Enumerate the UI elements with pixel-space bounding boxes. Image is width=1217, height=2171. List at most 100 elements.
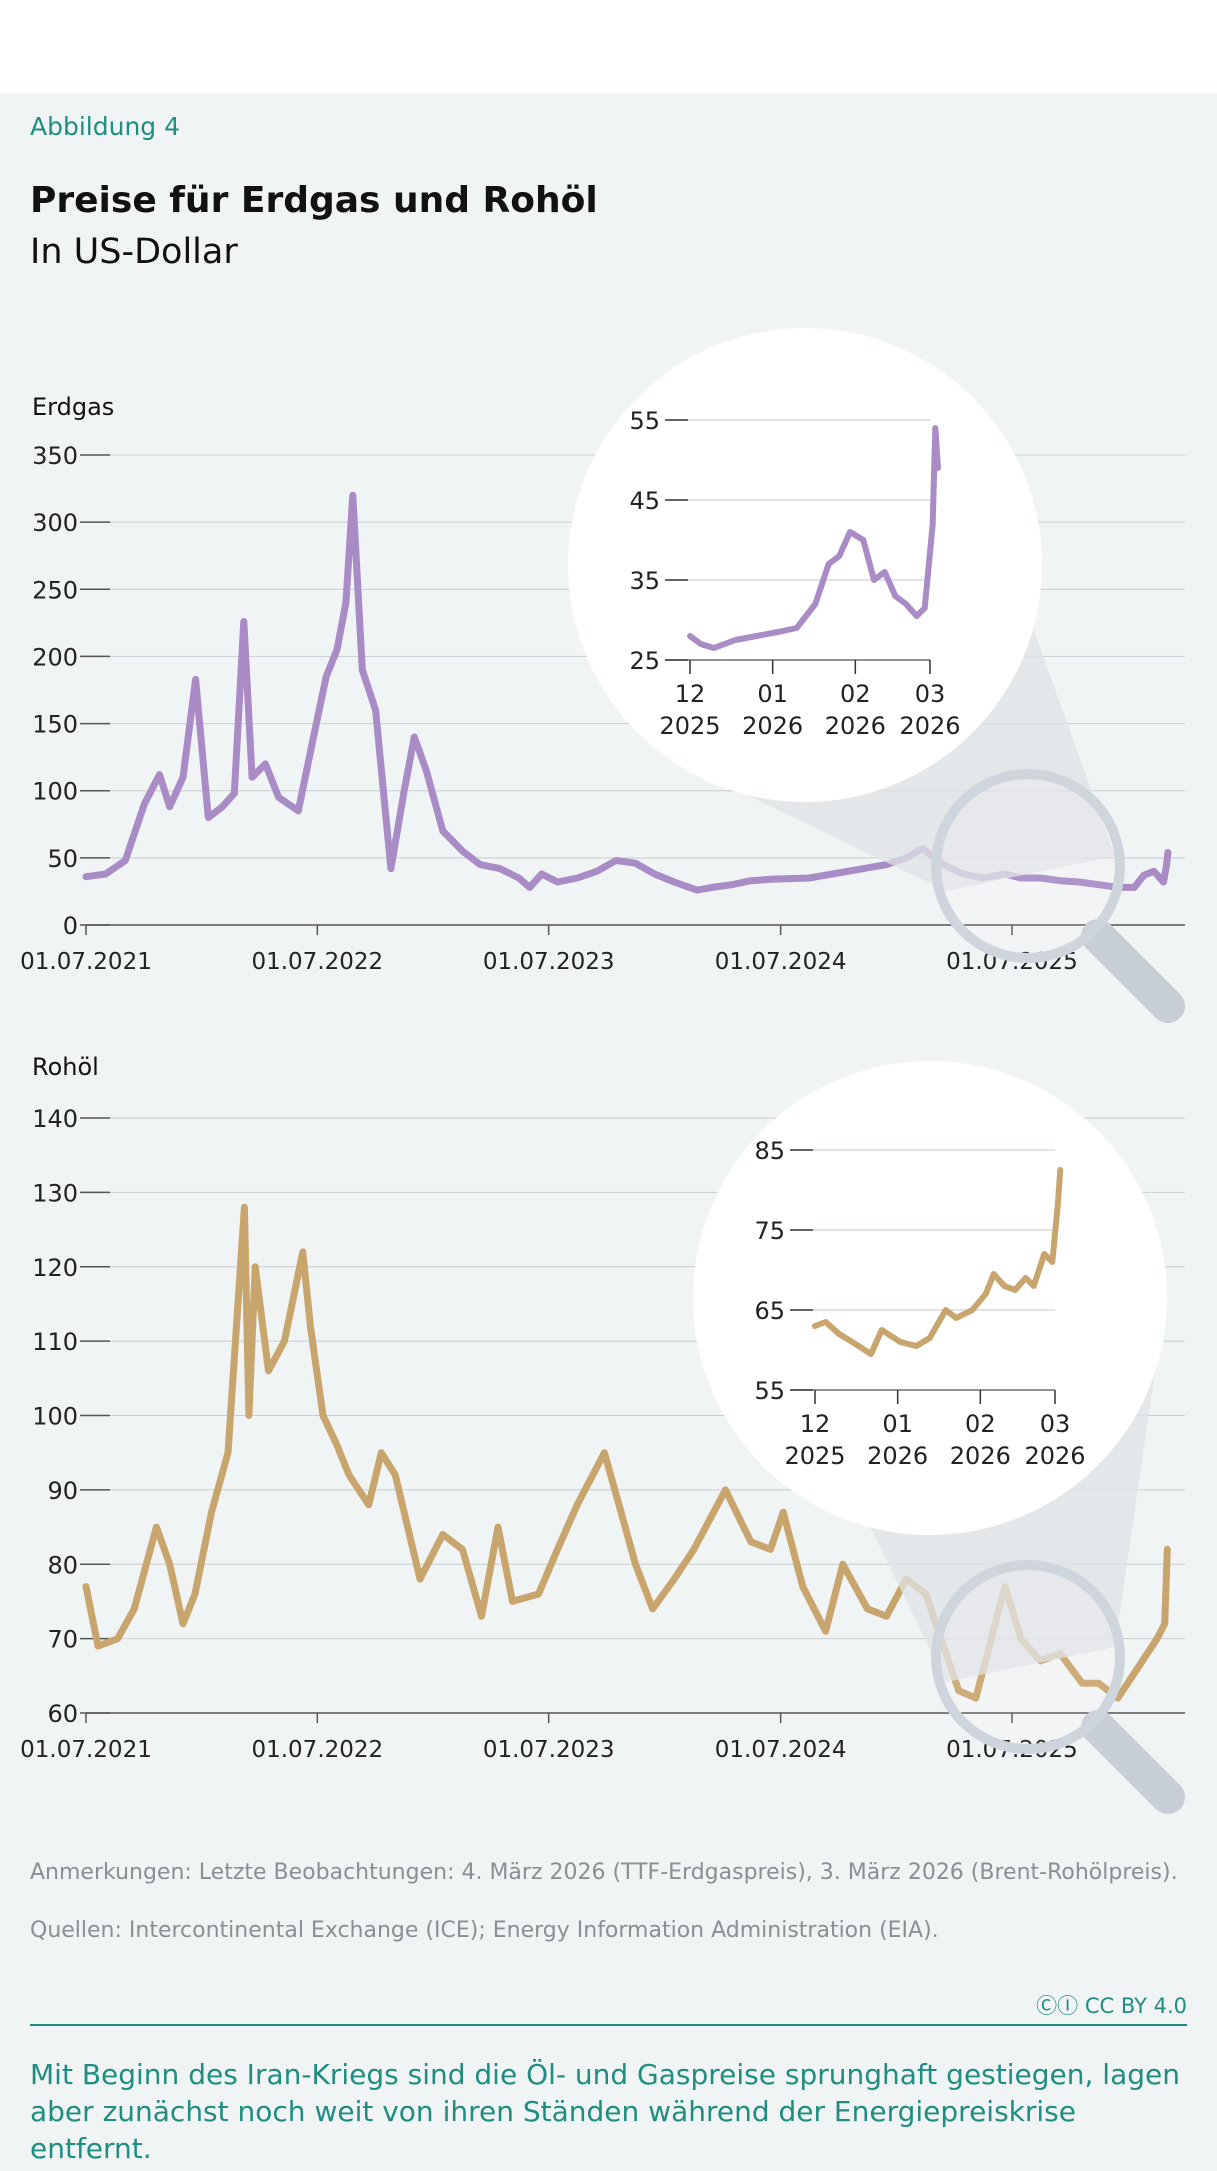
data-point (359, 667, 365, 673)
inset-x-tick-year: 2026 (867, 1442, 928, 1470)
data-point (1160, 879, 1166, 885)
inset-x-tick-year: 2025 (784, 1442, 845, 1470)
data-point (180, 1621, 186, 1627)
data-point (1162, 1621, 1168, 1627)
data-point (343, 600, 349, 606)
x-tick-label: 01.07.2021 (20, 1737, 152, 1763)
data-point (691, 1546, 697, 1552)
data-point (650, 1606, 656, 1612)
data-point (459, 1546, 465, 1552)
data-point (180, 774, 186, 780)
data-point (205, 815, 211, 821)
y-tick-label: 100 (32, 1403, 78, 1431)
cc-icon: ⒸⒾ (1036, 1994, 1085, 2018)
data-point (840, 1561, 846, 1567)
data-point (378, 1450, 384, 1456)
data-point (601, 1450, 607, 1456)
magnifier-lens-icon (931, 769, 1125, 963)
data-point (417, 1576, 423, 1582)
data-point (311, 734, 317, 740)
data-point (510, 1598, 516, 1604)
data-point (246, 1413, 252, 1418)
inset-y-tick-label: 35 (629, 567, 660, 595)
inset-y-tick-label: 55 (754, 1377, 785, 1405)
data-point (1141, 872, 1147, 878)
takeaway-text: Mit Beginn des Iran-Kriegs sind die Öl- … (30, 2058, 1180, 2165)
data-point (616, 1502, 622, 1508)
data-point (131, 1606, 137, 1612)
data-point (225, 1450, 231, 1456)
data-point (141, 801, 147, 807)
data-point (633, 1561, 638, 1567)
data-point (1151, 868, 1157, 874)
annotation-note: Anmerkungen: Letzte Beobachtungen: 4. Mä… (30, 1860, 1178, 1885)
data-point (633, 860, 638, 866)
data-point (806, 875, 812, 881)
data-point (153, 1524, 159, 1530)
license-badge[interactable]: ⒸⒾ CC BY 4.0 (1036, 1990, 1187, 2020)
data-point (1134, 1665, 1140, 1671)
data-point (157, 772, 163, 778)
y-tick-label: 130 (32, 1179, 78, 1207)
data-point (671, 879, 677, 885)
inset-x-tick-month: 12 (800, 1410, 831, 1438)
data-point (729, 882, 735, 888)
inset-x-tick-month: 03 (915, 680, 946, 708)
rohoel-chart: Rohöl 60 70 80 90 100 110 120 130 140 01.07.2021 01… (20, 1053, 1185, 1814)
data-point (497, 866, 503, 872)
data-point (1164, 1546, 1170, 1552)
data-point (574, 1502, 580, 1508)
data-point (1154, 1636, 1160, 1642)
data-point (1079, 1680, 1085, 1686)
data-point (1076, 879, 1082, 885)
data-point (208, 1509, 214, 1515)
data-point (477, 862, 483, 868)
data-point (594, 868, 600, 874)
data-point (1018, 875, 1024, 881)
inset-circle (693, 1061, 1167, 1535)
y-axis-title: Erdgas (32, 393, 114, 421)
data-point (276, 794, 282, 800)
data-point (800, 1584, 806, 1590)
data-point (122, 858, 128, 864)
data-point (262, 761, 268, 767)
data-point (440, 828, 446, 834)
inset-x-tick-year: 2026 (1024, 1442, 1085, 1470)
data-point (516, 875, 522, 881)
figure-label: Abbildung 4 (30, 112, 181, 141)
data-point (334, 1442, 340, 1448)
data-point (956, 1688, 962, 1694)
inset-x-tick-year: 2026 (742, 712, 803, 740)
divider (30, 2024, 1187, 2026)
data-point (307, 1323, 313, 1329)
y-tick-label: 80 (47, 1551, 78, 1579)
data-point (167, 804, 173, 810)
x-tick-label: 01.07.2022 (251, 1737, 383, 1763)
data-point (241, 619, 247, 625)
data-point (192, 1591, 198, 1597)
figure-title: Preise für Erdgas und Rohöl (30, 180, 598, 221)
data-point (1164, 862, 1170, 868)
data-point (350, 492, 356, 498)
inset-x-tick-year: 2025 (659, 712, 720, 740)
data-point (401, 788, 407, 794)
data-point (536, 1591, 542, 1597)
figure-subtitle: In US-Dollar (30, 232, 238, 272)
data-point (973, 1695, 979, 1701)
y-tick-label: 250 (32, 576, 78, 604)
data-point (478, 1613, 484, 1619)
data-point (709, 884, 715, 890)
inset-series-line (812, 1167, 1064, 1357)
data-point (883, 862, 889, 868)
data-point (748, 878, 754, 884)
y-tick-label: 90 (47, 1477, 78, 1505)
data-point (1096, 1680, 1102, 1686)
inset-x-tick-year: 2026 (825, 712, 886, 740)
magnifier-lens-icon (931, 1560, 1125, 1754)
data-point (440, 1532, 446, 1537)
data-point (83, 1584, 89, 1590)
data-point (1165, 849, 1171, 855)
data-point (767, 1546, 773, 1552)
inset-x-tick-month: 03 (1040, 1410, 1071, 1438)
inset-x-tick-month: 02 (965, 1410, 996, 1438)
